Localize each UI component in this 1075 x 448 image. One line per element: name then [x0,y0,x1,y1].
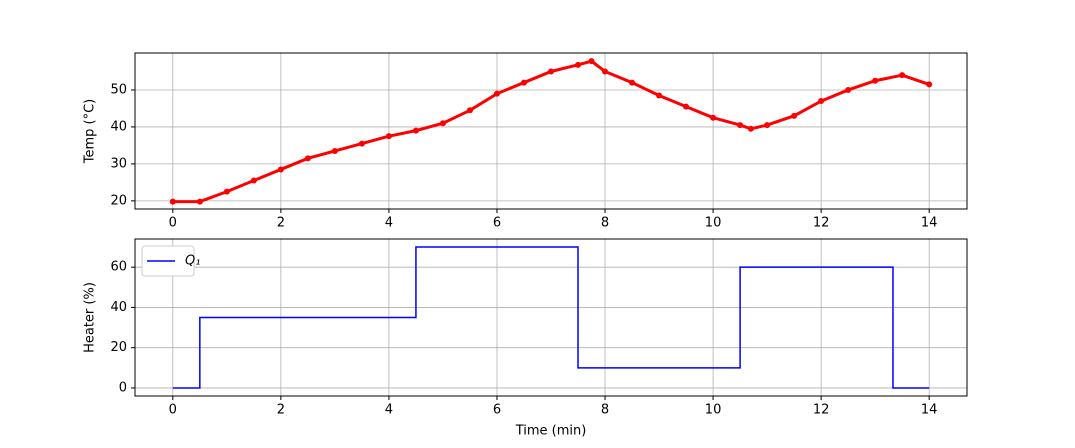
y-tick-label: 30 [110,156,127,171]
data-point [791,112,798,119]
data-point [872,77,879,84]
y-axis-label: Heater (%) [83,282,98,353]
x-tick-label: 14 [921,403,938,418]
y-axis-label: Temp (°C) [83,99,98,165]
y-tick-label: 50 [110,82,127,97]
data-point [385,133,392,140]
y-tick-label: 40 [110,119,127,134]
data-point [548,68,554,75]
legend-label: Q₁ [185,254,200,269]
x-tick-label: 8 [601,216,609,231]
data-point [358,140,365,147]
data-point [412,127,419,134]
data-point [899,72,906,79]
data-point [331,147,338,154]
x-tick-label: 2 [277,216,285,231]
x-tick-label: 6 [493,216,501,231]
data-point [277,166,284,173]
data-point [439,120,446,127]
x-tick-label: 4 [385,216,393,231]
x-tick-label: 4 [385,403,393,418]
data-point [764,122,771,129]
data-point [710,114,717,121]
data-point [683,103,690,110]
x-tick-label: 10 [705,216,722,231]
data-point [926,81,933,88]
data-point [818,98,825,105]
plot-area [135,53,967,209]
data-point [575,61,582,68]
data-point [196,198,203,205]
data-point [602,68,609,75]
data-point [656,92,663,99]
x-tick-label: 0 [169,403,177,418]
data-point [169,198,176,205]
y-tick-label: 40 [110,300,127,315]
x-tick-label: 14 [921,216,938,231]
data-point [223,188,230,195]
x-tick-label: 10 [705,403,722,418]
data-point [737,122,744,129]
x-tick-label: 12 [813,216,830,231]
data-point [588,58,595,65]
x-tick-label: 6 [493,403,501,418]
data-point [466,107,473,114]
data-point [493,90,500,97]
data-point [520,79,527,86]
data-line [172,246,930,389]
data-point [250,177,257,184]
x-tick-label: 12 [813,403,830,418]
y-tick-label: 60 [110,260,127,275]
data-point [747,125,754,132]
data-point [845,86,852,93]
axes-frame [134,52,968,210]
y-tick-label: 20 [110,193,127,208]
y-tick-label: 20 [110,340,127,355]
axes-frame [134,238,968,397]
x-tick-label: 8 [601,403,609,418]
y-tick-label: 0 [119,380,127,395]
data-point [629,79,636,86]
x-axis-label: Time (min) [515,424,587,439]
x-tick-label: 2 [277,403,285,418]
data-point [304,155,311,162]
x-tick-label: 0 [169,216,177,231]
